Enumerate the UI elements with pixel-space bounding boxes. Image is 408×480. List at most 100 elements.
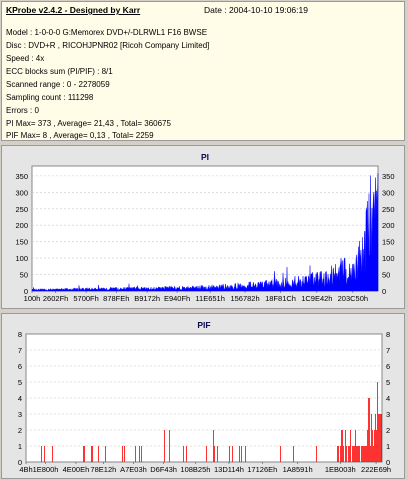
x-tick-label: 4Bh: [19, 465, 32, 474]
y-tick-label: 6: [18, 362, 22, 371]
pif-bar: [348, 446, 349, 462]
pif-bar: [357, 446, 358, 462]
pif-bar: [350, 430, 351, 462]
y-tick-label: 2: [18, 426, 22, 435]
pif-bar: [369, 398, 370, 462]
pif-bar: [356, 446, 357, 462]
pif-bar: [98, 446, 99, 462]
pif-bar: [217, 446, 218, 462]
pif-bar: [364, 446, 365, 462]
pif-bar: [141, 446, 142, 462]
y-tick-label: 100: [15, 254, 28, 263]
pif-bar: [84, 446, 85, 462]
y-tick-label-right: 150: [382, 238, 395, 247]
x-tick-label: 11E651h: [195, 294, 224, 303]
info-speed: Speed : 4x: [6, 54, 45, 63]
pif-bar: [358, 446, 359, 462]
scan-date: Date : 2004-10-10 19:06:19: [204, 5, 308, 15]
x-tick-label: 108B25h: [180, 465, 210, 474]
info-model: Model : 1-0-0-0 G:Memorex DVD+/-DLRWL1 F…: [6, 28, 208, 37]
pif-bar: [365, 446, 366, 462]
pif-bar: [352, 446, 353, 462]
pi-chart: PI 0 0 50 50 100 100 150 150 200 200 250 250 300 300 35…: [15, 152, 395, 303]
y-tick-label: 250: [15, 205, 28, 214]
x-tick-label: 1A8591h: [283, 465, 313, 474]
y-tick-label: 7: [18, 346, 22, 355]
pif-bar: [232, 446, 233, 462]
x-tick-label: 18F81Ch: [265, 294, 296, 303]
y-tick-label-right: 1: [386, 442, 390, 451]
pif-bar: [280, 446, 281, 462]
x-tick-label: 100h: [24, 294, 41, 303]
y-tick-label: 0: [18, 458, 22, 467]
x-tick-label: 13D114h: [214, 465, 244, 474]
y-tick-label-right: 3: [386, 410, 390, 419]
y-tick-label-right: 300: [382, 188, 395, 197]
pif-bar: [353, 446, 354, 462]
info-pif-stats: PIF Max= 8 , Average= 0,13 , Total= 2259: [6, 131, 154, 140]
pif-bar: [343, 446, 344, 462]
pif-bar: [83, 446, 84, 462]
pif-bar: [363, 446, 364, 462]
pif-bar: [139, 446, 140, 462]
pif-bar: [370, 446, 371, 462]
pif-bar: [367, 430, 368, 462]
pif-chart-panel: PIF 0 0 1 1 2 2 3 3 4 4 5 5 6 6 7 7 8 8 4Bh 1E800h 4E00Eh 78E1…: [1, 313, 405, 479]
plot-area: [31, 165, 379, 292]
y-tick-label-right: 2: [386, 426, 390, 435]
pif-bar: [241, 446, 242, 462]
pif-bar: [368, 398, 369, 462]
pif-bar: [91, 446, 92, 462]
pif-bar: [229, 446, 230, 462]
x-tick-label: 1E800h: [33, 465, 59, 474]
info-disc: Disc : DVD+R , RICOHJPNR02 [Ricoh Compan…: [6, 41, 210, 50]
x-tick-label: 78E12h: [90, 465, 116, 474]
x-tick-label: 222E69h: [361, 465, 391, 474]
y-tick-label: 0: [24, 287, 28, 296]
x-tick-label: 5700Fh: [73, 294, 98, 303]
x-tick-label: B9172h: [134, 294, 160, 303]
pif-bar: [293, 446, 294, 462]
y-tick-label-right: 250: [382, 205, 395, 214]
pif-bar: [373, 446, 374, 462]
pif-bar: [378, 414, 379, 462]
pif-bar: [379, 414, 380, 462]
pif-bar: [374, 430, 375, 462]
pif-bar: [245, 446, 246, 462]
y-tick-label-right: 6: [386, 362, 390, 371]
pif-bar: [376, 430, 377, 462]
x-tick-label: 1C9E42h: [301, 294, 332, 303]
pif-bar: [52, 446, 53, 462]
pi-chart-panel: PI 0 0 50 50 100 100 150 150 200 200 250 250 300 300 35…: [1, 145, 405, 309]
y-tick-label: 3: [18, 410, 22, 419]
pif-bar: [213, 430, 214, 462]
x-tick-label: 156782h: [230, 294, 259, 303]
y-tick-label-right: 0: [382, 287, 386, 296]
pif-bar: [124, 446, 125, 462]
chart-title: PI: [201, 152, 209, 162]
pif-bar: [239, 446, 240, 462]
x-tick-label: 878FEh: [103, 294, 129, 303]
pif-bar: [342, 430, 343, 462]
pif-bar: [380, 414, 381, 462]
pif-bar: [381, 414, 382, 462]
pif-bar: [361, 446, 362, 462]
pif-bar: [41, 446, 42, 462]
y-tick-label-right: 0: [386, 458, 390, 467]
pif-bar: [346, 446, 347, 462]
pif-bar: [371, 414, 372, 462]
y-tick-label: 4: [18, 394, 22, 403]
y-tick-label: 1: [18, 442, 22, 451]
chart-title: PIF: [197, 320, 210, 330]
info-ecc-blocks: ECC blocks sum (PI/PIF) : 8/1: [6, 67, 113, 76]
pif-bar: [338, 446, 339, 462]
info-pi-stats: PI Max= 373 , Average= 21,43 , Total= 36…: [6, 119, 171, 128]
y-tick-label: 350: [15, 172, 28, 181]
x-tick-label: D6F43h: [150, 465, 177, 474]
x-tick-label: 203C50h: [338, 294, 368, 303]
y-tick-label: 300: [15, 188, 28, 197]
x-tick-label: 2602Fh: [43, 294, 68, 303]
pi-series-area: [31, 173, 379, 292]
pif-bar: [355, 430, 356, 462]
pif-bar: [164, 430, 165, 462]
